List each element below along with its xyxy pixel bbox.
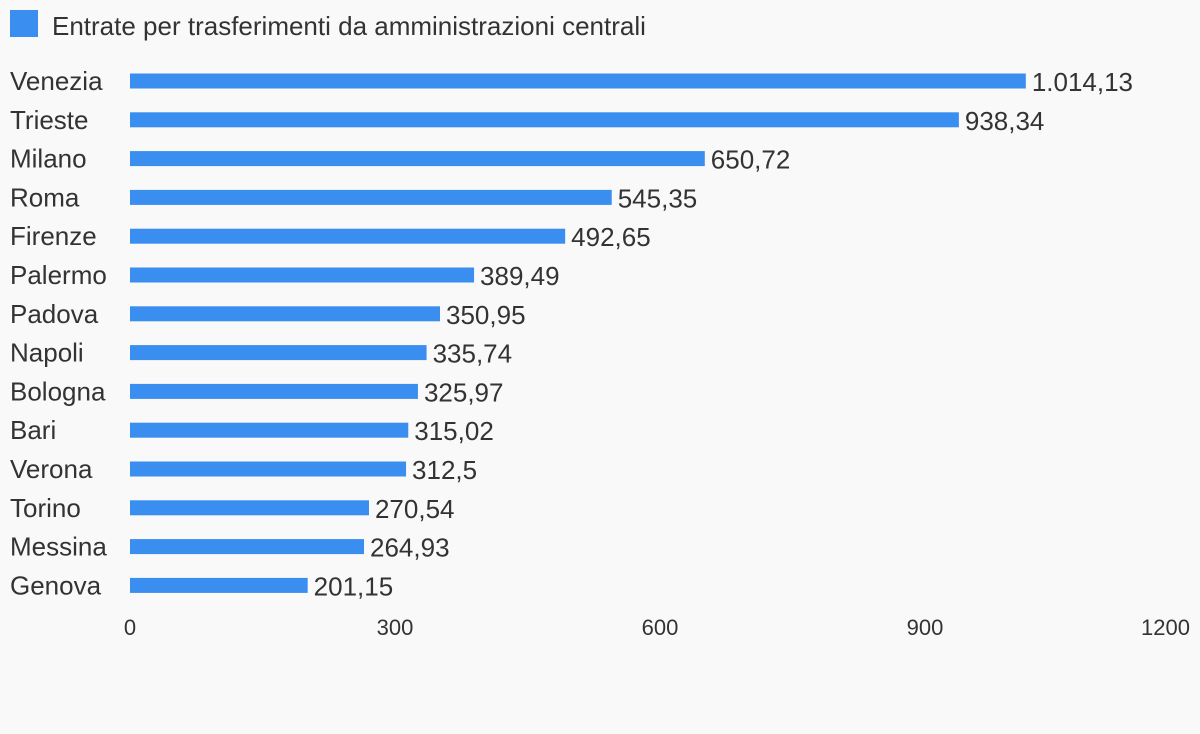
- bar: [130, 461, 407, 477]
- value-label: 389,49: [480, 261, 560, 291]
- category-label: Torino: [10, 493, 81, 523]
- value-label: 938,34: [965, 106, 1045, 136]
- category-label: Messina: [10, 532, 107, 562]
- bar-row: Napoli 335,74: [10, 338, 512, 369]
- bar-row: Bari 315,02: [10, 415, 494, 446]
- x-tick-label: 0: [124, 615, 136, 640]
- value-label: 315,02: [414, 416, 494, 446]
- value-label: 201,15: [314, 571, 394, 601]
- bar: [130, 189, 612, 205]
- value-label: 270,54: [375, 494, 455, 524]
- category-label: Padova: [10, 299, 99, 329]
- value-label: 312,5: [412, 455, 477, 485]
- value-label: 264,93: [370, 533, 450, 563]
- bar-row: Verona 312,5: [10, 454, 477, 485]
- bar: [130, 500, 369, 516]
- value-label: 492,65: [571, 222, 651, 252]
- bar: [130, 306, 441, 322]
- x-tick-label: 900: [907, 615, 944, 640]
- legend: Entrate per trasferimenti da amministraz…: [10, 10, 646, 41]
- category-label: Napoli: [10, 338, 84, 368]
- bar-row: Trieste 938,34: [10, 105, 1044, 136]
- bar: [130, 73, 1026, 89]
- bar: [130, 577, 308, 593]
- bar-row: Genova 201,15: [10, 570, 393, 601]
- bar-row: Torino 270,54: [10, 493, 455, 524]
- category-label: Bologna: [10, 376, 106, 406]
- value-label: 545,35: [618, 183, 698, 213]
- bar-row: Padova 350,95: [10, 299, 526, 330]
- bars-layer: Venezia 1.014,13 Trieste 938,34 Milano 650,72…: [10, 66, 1133, 601]
- value-label: 335,74: [433, 339, 513, 369]
- category-label: Palermo: [10, 260, 107, 290]
- category-label: Genova: [10, 570, 102, 600]
- x-tick-label: 1200: [1141, 615, 1190, 640]
- category-label: Firenze: [10, 221, 97, 251]
- bar: [130, 345, 427, 361]
- category-label: Verona: [10, 454, 93, 484]
- legend-label: Entrate per trasferimenti da amministraz…: [52, 11, 646, 41]
- bar: [130, 539, 365, 555]
- legend-swatch: [10, 10, 38, 37]
- bar: [130, 383, 418, 399]
- category-label: Venezia: [10, 66, 103, 96]
- bar: [130, 228, 566, 244]
- category-label: Milano: [10, 144, 87, 174]
- bar-row: Venezia 1.014,13: [10, 66, 1133, 97]
- bar: [130, 151, 705, 167]
- bar-row: Palermo 389,49: [10, 260, 560, 291]
- value-label: 1.014,13: [1032, 67, 1133, 97]
- bar-row: Bologna 325,97: [10, 376, 503, 407]
- bar: [130, 112, 959, 128]
- bar: [130, 422, 409, 438]
- value-label: 325,97: [424, 377, 504, 407]
- bar-row: Roma 545,35: [10, 182, 697, 213]
- bar: [130, 267, 475, 283]
- category-label: Roma: [10, 182, 80, 212]
- x-axis: 0 300 600 900 1200: [124, 615, 1190, 640]
- value-label: 350,95: [446, 300, 526, 330]
- x-tick-label: 300: [377, 615, 414, 640]
- bar-row: Firenze 492,65: [10, 221, 651, 252]
- category-label: Bari: [10, 415, 56, 445]
- bar-row: Messina 264,93: [10, 532, 450, 563]
- bar-row: Milano 650,72: [10, 144, 790, 175]
- x-tick-label: 600: [642, 615, 679, 640]
- category-label: Trieste: [10, 105, 89, 135]
- value-label: 650,72: [711, 145, 791, 175]
